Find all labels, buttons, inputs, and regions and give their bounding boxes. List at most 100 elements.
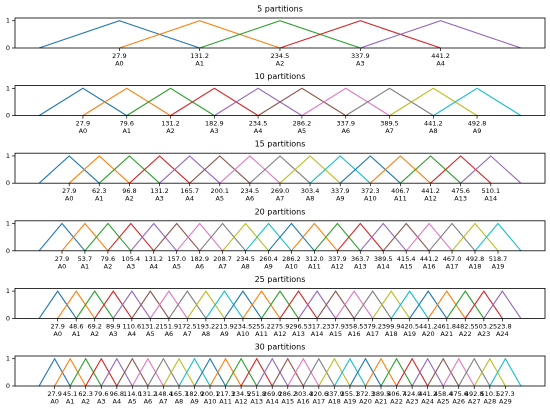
partition-label: A9 <box>190 398 199 406</box>
membership-line <box>279 290 318 319</box>
x-tick-label: 458.4 <box>434 390 453 398</box>
membership-line <box>178 357 211 387</box>
x-tick-label: 441.2 <box>419 322 438 330</box>
membership-line <box>291 222 338 252</box>
membership-line <box>409 290 448 319</box>
membership-line <box>219 155 281 184</box>
partition-label: A9 <box>336 195 345 203</box>
x-tick-label: 424.0 <box>403 390 422 398</box>
x-tick-label: 89.9 <box>106 322 120 330</box>
partition-label: A2 <box>166 127 175 135</box>
x-tick-label: 255.2 <box>252 322 271 330</box>
membership-line <box>396 357 429 387</box>
membership-line <box>298 290 337 319</box>
x-tick-label: 363.7 <box>351 255 370 263</box>
partition-label: A6 <box>341 127 350 135</box>
partition-label: A3 <box>97 398 106 406</box>
partition-label: A3 <box>109 330 118 338</box>
x-tick-label: 45.1 <box>63 390 77 398</box>
partition-label: A19 <box>403 330 416 338</box>
partition-label: A11 <box>394 195 407 203</box>
membership-line <box>54 357 87 387</box>
x-tick-label: 523.8 <box>493 322 512 330</box>
membership-line <box>390 290 429 319</box>
membership-line <box>464 290 503 319</box>
x-tick-label: 527.3 <box>496 390 515 398</box>
x-tick-label: 172.5 <box>178 322 197 330</box>
partition-label: A13 <box>250 398 263 406</box>
x-tick-label: 296.5 <box>289 322 308 330</box>
membership-line <box>451 222 499 252</box>
partition-label: A7 <box>159 398 168 406</box>
x-tick-label: 79.6 <box>94 390 108 398</box>
x-tick-label: 441.2 <box>421 187 440 195</box>
membership-line <box>199 222 246 252</box>
partition-label: A17 <box>366 330 379 338</box>
partition-label: A2 <box>104 262 113 270</box>
partition-label: A16 <box>348 330 361 338</box>
subplot-title: 15 partitions <box>255 140 306 149</box>
x-tick-label: 200.1 <box>201 390 220 398</box>
x-tick-label: 303.4 <box>294 390 313 398</box>
partition-label: A1 <box>122 127 131 135</box>
partition-label: A15 <box>329 330 342 338</box>
x-tick-label: 415.4 <box>397 255 416 263</box>
x-tick-label: 151.9 <box>160 322 179 330</box>
membership-line <box>176 222 224 252</box>
x-tick-label: 105.4 <box>122 255 141 263</box>
x-tick-label: 286.2 <box>282 255 301 263</box>
membership-line <box>38 20 200 49</box>
x-tick-label: 372.3 <box>356 390 375 398</box>
partition-label: A8 <box>202 330 211 338</box>
partition-label: A8 <box>175 398 184 406</box>
partition-label: A2 <box>276 60 285 68</box>
membership-line <box>313 222 361 252</box>
partition-label: A12 <box>331 262 344 270</box>
membership-line <box>389 87 478 117</box>
membership-line <box>130 222 178 252</box>
x-tick-label: 131.2 <box>190 52 209 60</box>
membership-line <box>268 222 315 252</box>
partition-label: A3 <box>356 60 365 68</box>
x-tick-label: 131.2 <box>150 187 169 195</box>
membership-line <box>302 357 335 387</box>
partition-label: A9 <box>473 127 482 135</box>
membership-line <box>84 222 132 252</box>
partition-label: A8 <box>306 195 315 203</box>
x-tick-label: 337.9 <box>325 390 344 398</box>
membership-line <box>107 222 155 252</box>
membership-line <box>69 357 102 387</box>
partition-label: A0 <box>50 398 59 406</box>
membership-line <box>483 290 522 319</box>
x-tick-label: 234.5 <box>271 52 290 60</box>
partition-label: A11 <box>308 262 321 270</box>
membership-line <box>261 290 299 319</box>
x-tick-label: 234.5 <box>234 322 253 330</box>
partition-label: A17 <box>312 398 325 406</box>
partition-label: A0 <box>53 330 62 338</box>
partition-label: A6 <box>195 262 204 270</box>
membership-line <box>427 357 460 387</box>
membership-line <box>359 222 407 252</box>
partition-label: A4 <box>149 262 158 270</box>
partition-label: A5 <box>298 127 307 135</box>
x-tick-label: 389.5 <box>372 390 391 398</box>
x-tick-label: 114.0 <box>123 390 142 398</box>
membership-line <box>98 155 160 184</box>
y-tick-label: 0 <box>6 44 10 52</box>
membership-line <box>345 87 434 117</box>
partition-label: A19 <box>492 262 505 270</box>
y-tick-label: 0 <box>6 247 10 255</box>
partition-label: A16 <box>297 398 310 406</box>
x-tick-label: 303.4 <box>301 187 320 195</box>
membership-line <box>116 357 149 387</box>
y-tick-label: 0 <box>6 314 10 322</box>
partition-label: A13 <box>292 330 305 338</box>
partition-label: A4 <box>128 330 137 338</box>
partition-label: A12 <box>424 195 437 203</box>
membership-line <box>271 357 304 387</box>
membership-line <box>68 155 130 184</box>
membership-line <box>119 20 281 49</box>
